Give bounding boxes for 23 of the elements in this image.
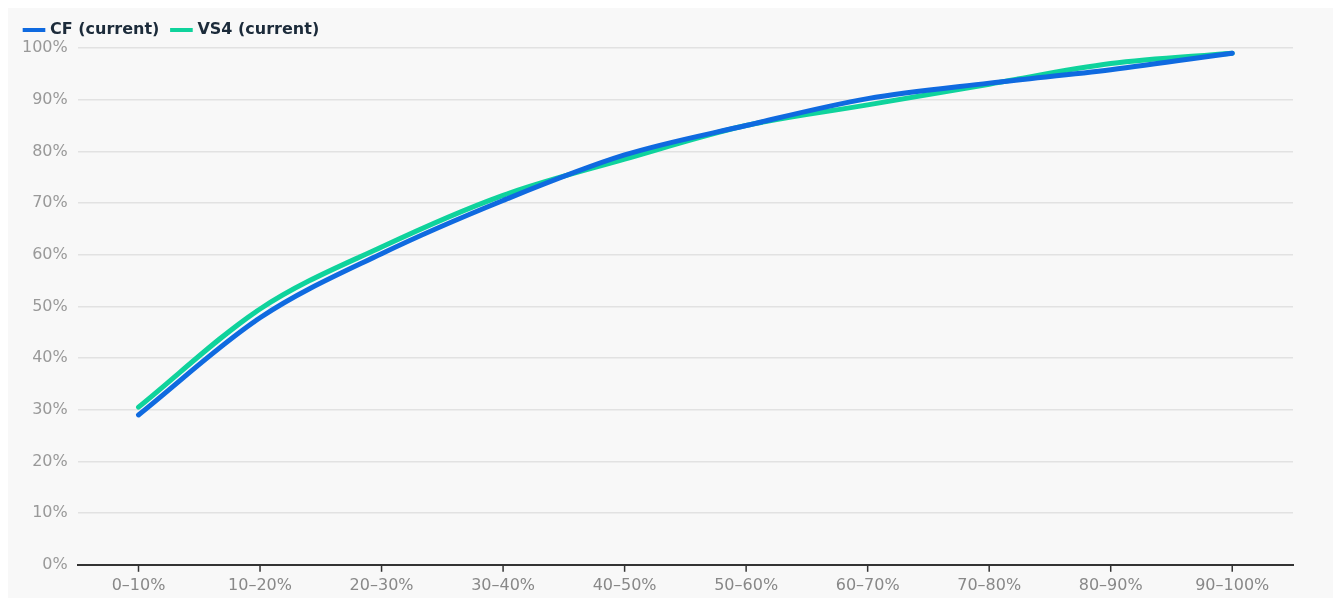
- y-tick-label: 40%: [32, 347, 68, 367]
- y-tick-label: 70%: [32, 192, 68, 212]
- x-tick-label: 20–30%: [349, 574, 414, 594]
- x-tick-label: 40–50%: [592, 574, 657, 594]
- y-tick-label: 80%: [32, 140, 68, 160]
- x-tick-label: 80–90%: [1078, 574, 1143, 594]
- y-tick-label: 50%: [32, 295, 68, 315]
- x-tick-label: 10–20%: [228, 574, 292, 594]
- y-tick-label: 60%: [32, 243, 68, 263]
- x-tick-label: 30–40%: [471, 574, 536, 594]
- x-tick-label: 60–70%: [835, 574, 900, 594]
- y-tick-label: 100%: [21, 37, 68, 57]
- legend-label: VS4 (current): [197, 19, 320, 39]
- y-tick-label: 30%: [32, 398, 68, 418]
- x-tick-label: 0–10%: [111, 574, 166, 594]
- y-tick-label: 10%: [32, 502, 68, 522]
- y-tick-label: 20%: [32, 450, 68, 470]
- x-tick-label: 50–60%: [714, 574, 779, 594]
- x-tick-label: 70–80%: [957, 574, 1022, 594]
- y-tick-label: 90%: [32, 88, 68, 108]
- x-tick-label: 90–100%: [1195, 574, 1270, 594]
- y-tick-label: 0%: [42, 553, 68, 573]
- legend-label: CF (current): [50, 19, 160, 39]
